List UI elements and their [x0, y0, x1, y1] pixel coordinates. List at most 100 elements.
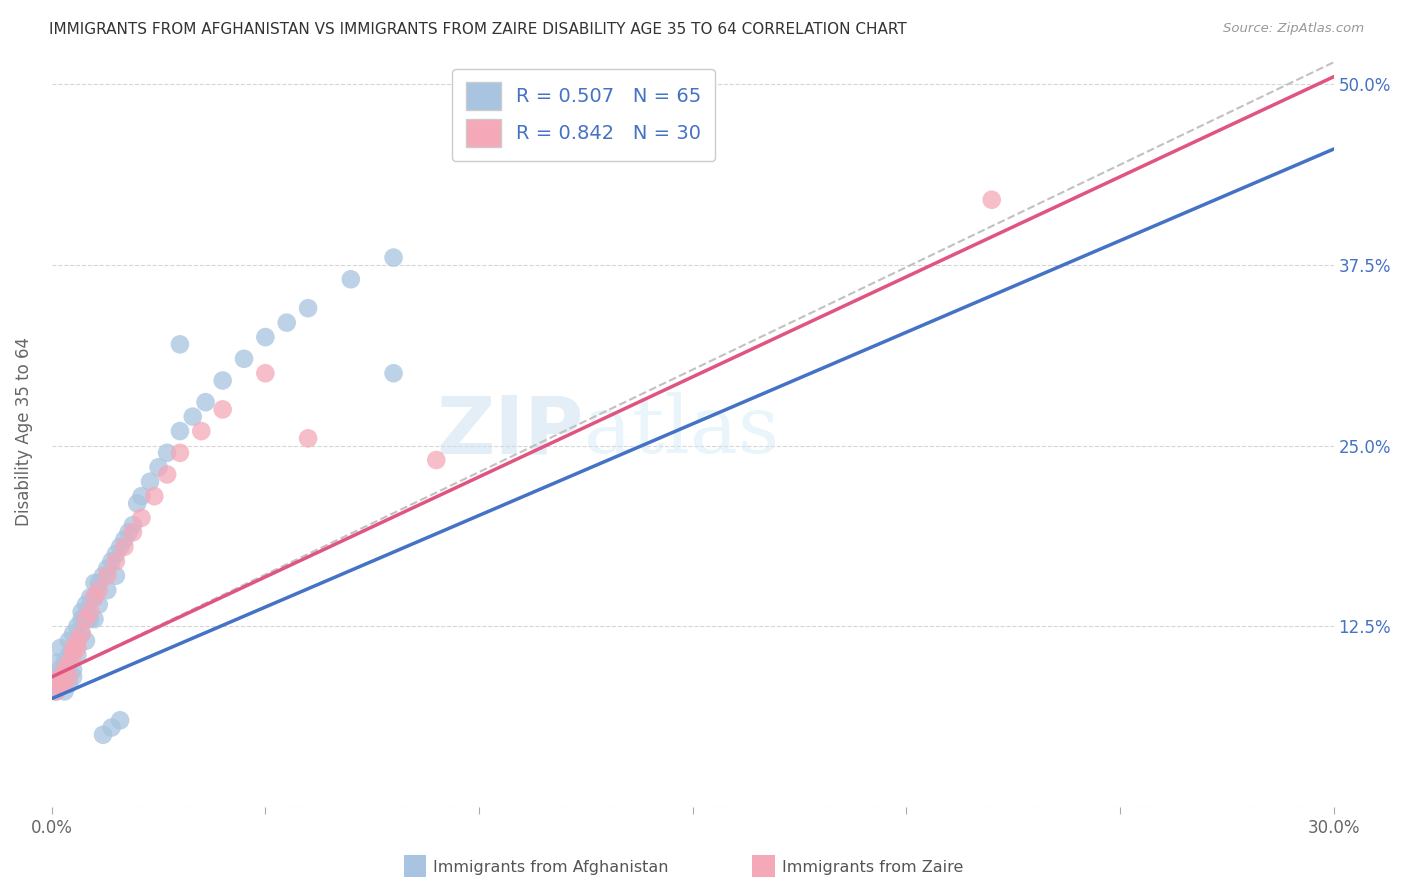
Point: [49, 670, 72, 684]
Point: [211, 374, 233, 388]
Point: [96, 561, 118, 575]
Point: [75, 633, 97, 648]
Point: [75, 598, 97, 612]
Text: Source: ZipAtlas.com: Source: ZipAtlas.com: [1223, 22, 1364, 36]
Point: [49, 677, 72, 691]
Point: [254, 366, 277, 380]
Text: IMMIGRANTS FROM AFGHANISTAN VS IMMIGRANTS FROM ZAIRE DISABILITY AGE 35 TO 64 COR: IMMIGRANTS FROM AFGHANISTAN VS IMMIGRANT…: [49, 22, 907, 37]
Point: [75, 612, 97, 626]
Point: [108, 540, 131, 554]
Point: [70, 605, 93, 619]
Point: [169, 446, 191, 460]
Point: [131, 489, 153, 503]
Point: [382, 251, 405, 265]
Point: [112, 533, 135, 547]
Point: [49, 677, 72, 691]
Point: [194, 395, 217, 409]
Point: [58, 648, 80, 663]
Point: [118, 525, 141, 540]
Point: [79, 591, 101, 605]
Point: [53, 684, 76, 698]
Text: Immigrants from Afghanistan: Immigrants from Afghanistan: [433, 861, 668, 875]
Point: [91, 728, 114, 742]
Point: [66, 633, 89, 648]
Point: [45, 684, 67, 698]
Point: [45, 656, 67, 670]
Point: [297, 431, 319, 445]
Point: [62, 626, 84, 640]
Point: [96, 568, 118, 582]
Point: [45, 670, 67, 684]
Point: [79, 612, 101, 626]
Point: [91, 568, 114, 582]
Point: [211, 402, 233, 417]
Point: [104, 547, 127, 561]
Point: [49, 640, 72, 655]
Point: [83, 591, 105, 605]
Point: [70, 626, 93, 640]
Point: [49, 670, 72, 684]
Point: [340, 272, 363, 286]
Point: [79, 605, 101, 619]
Point: [62, 640, 84, 655]
Point: [49, 663, 72, 677]
Point: [58, 670, 80, 684]
Point: [156, 446, 179, 460]
Point: [66, 648, 89, 663]
Point: [70, 612, 93, 626]
Point: [169, 424, 191, 438]
Point: [297, 301, 319, 316]
Point: [156, 467, 179, 482]
Point: [53, 663, 76, 677]
Point: [148, 460, 170, 475]
Point: [104, 568, 127, 582]
Point: [112, 540, 135, 554]
Text: atlas: atlas: [583, 392, 779, 470]
Point: [53, 677, 76, 691]
Legend: R = 0.507   N = 65, R = 0.842   N = 30: R = 0.507 N = 65, R = 0.842 N = 30: [453, 69, 716, 161]
Point: [62, 670, 84, 684]
Point: [87, 598, 110, 612]
Point: [122, 525, 145, 540]
Point: [104, 554, 127, 568]
Point: [980, 193, 1002, 207]
Point: [53, 677, 76, 691]
Point: [127, 496, 149, 510]
Point: [190, 424, 212, 438]
Point: [70, 626, 93, 640]
Point: [108, 714, 131, 728]
Point: [58, 670, 80, 684]
Point: [83, 591, 105, 605]
Point: [131, 511, 153, 525]
Point: [100, 554, 122, 568]
Point: [66, 633, 89, 648]
Point: [100, 721, 122, 735]
Point: [66, 640, 89, 655]
Point: [53, 663, 76, 677]
Point: [83, 576, 105, 591]
Point: [58, 677, 80, 691]
Point: [122, 518, 145, 533]
Point: [254, 330, 277, 344]
Point: [96, 583, 118, 598]
Point: [139, 475, 162, 489]
Point: [75, 612, 97, 626]
Point: [87, 576, 110, 591]
Point: [181, 409, 204, 424]
Point: [62, 663, 84, 677]
Point: [233, 351, 256, 366]
Point: [83, 612, 105, 626]
Point: [87, 583, 110, 598]
Point: [143, 489, 166, 503]
Point: [53, 656, 76, 670]
Point: [425, 453, 447, 467]
Point: [382, 366, 405, 380]
Point: [66, 619, 89, 633]
Y-axis label: Disability Age 35 to 64: Disability Age 35 to 64: [15, 336, 32, 525]
Point: [62, 640, 84, 655]
Point: [58, 656, 80, 670]
Point: [62, 648, 84, 663]
Point: [58, 633, 80, 648]
Point: [276, 316, 298, 330]
Text: Immigrants from Zaire: Immigrants from Zaire: [782, 861, 963, 875]
